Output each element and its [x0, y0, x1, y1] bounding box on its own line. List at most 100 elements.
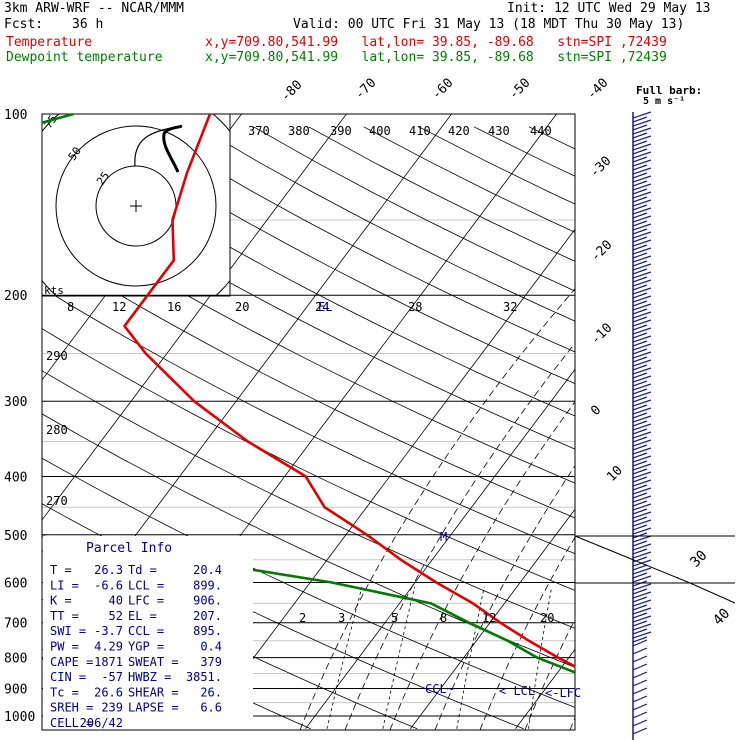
wind-barb-half: [632, 468, 648, 475]
wind-barb: [632, 271, 652, 279]
forecast-hour: 36 h: [72, 17, 104, 32]
parcel-info-key: LFC =: [128, 594, 164, 608]
wind-barb-half: [632, 404, 648, 411]
parcel-info-key: SREH =: [50, 701, 93, 715]
wind-barb: [632, 583, 652, 591]
hodograph-trace-high: [134, 125, 183, 167]
parcel-info-value: 40: [109, 594, 123, 608]
wind-barb: [632, 255, 652, 263]
wind-barb: [632, 631, 652, 639]
parcel-info-key: T =: [50, 563, 72, 577]
wind-barb: [632, 679, 648, 687]
wind-barb-half: [632, 260, 648, 267]
temperature-station-info: x,y=709.80,541.99 lat,lon= 39.85, -89.68…: [205, 35, 667, 50]
pressure-label: 1000: [4, 710, 35, 725]
wind-barb: [632, 375, 652, 383]
wind-barb: [632, 519, 652, 527]
pressure-label: 400: [4, 470, 27, 485]
wind-barb-half: [632, 172, 648, 179]
wind-barb: [632, 695, 648, 703]
parcel-info-title: Parcel Info: [86, 541, 172, 556]
isotherm-line: [42, 114, 348, 521]
isotherm-line: [410, 508, 575, 729]
pressure-label: 600: [4, 576, 27, 591]
wind-barb-half: [632, 340, 648, 347]
parcel-info-value: 26.: [200, 685, 222, 699]
wind-barb: [632, 511, 652, 519]
wind-barb-half: [632, 460, 648, 467]
isotherm-label: -80: [278, 78, 305, 105]
wind-barb: [632, 543, 652, 551]
wind-barb-half: [632, 164, 648, 171]
parcel-info-key: LAPSE =: [128, 701, 179, 715]
dewpoint-profile: [42, 114, 575, 674]
wind-barb: [632, 391, 652, 399]
wind-barb: [632, 663, 648, 671]
wind-barb: [632, 191, 652, 199]
pressure-label: 500: [4, 529, 27, 544]
wind-barb: [632, 343, 652, 351]
wind-barb-half: [632, 628, 648, 635]
el-marker: EL: [318, 300, 332, 314]
parcel-info-key: YGP =: [128, 640, 164, 654]
ccl-marker: CCL~: [425, 682, 454, 696]
wind-barb-half: [632, 412, 648, 419]
hodograph-unit-label: kts: [44, 284, 64, 297]
wind-barb: [632, 127, 652, 135]
mixing-ratio-label: 12: [482, 611, 496, 625]
wind-barb-half: [632, 588, 648, 595]
wind-barb: [632, 671, 648, 679]
m-marker: M: [440, 530, 447, 544]
wind-barb: [632, 183, 652, 191]
dry-adiabat: [42, 247, 575, 519]
wind-barb-half: [632, 284, 648, 291]
wind-barb: [632, 359, 652, 367]
wind-barb: [632, 119, 652, 127]
mixing-ratio-label: 3: [338, 611, 345, 625]
parcel-info-value: 206/42: [80, 716, 123, 730]
hodograph-ring-label: 25: [94, 169, 112, 187]
hodograph-speed-label: 8: [67, 300, 74, 314]
parcel-info-key: CIN =: [50, 670, 86, 684]
wind-barb: [632, 439, 652, 447]
dry-adiabat: [42, 132, 575, 417]
isotherm-label: -50: [506, 76, 533, 103]
wind-barb-half: [632, 508, 648, 515]
theta-e-label: 440: [530, 124, 552, 138]
hodograph-speed-label: 28: [408, 300, 422, 314]
dry-adiabat-label: 270: [46, 494, 68, 508]
parcel-info-value: 3851.: [186, 670, 222, 684]
parcel-info-value: 26.6: [94, 685, 123, 699]
isotherm-label: -40: [584, 76, 611, 103]
parcel-info-key: LCL =: [128, 578, 164, 592]
wind-barb: [632, 615, 652, 623]
wind-barb: [632, 599, 652, 607]
wind-barb: [632, 471, 652, 479]
wind-barb: [632, 327, 652, 335]
wind-barb: [632, 567, 652, 575]
wind-barb: [632, 551, 652, 559]
mixing-ratio-label: 20: [540, 611, 554, 625]
parcel-info-key: Tc =: [50, 685, 79, 699]
wind-barb-half: [632, 524, 648, 531]
wind-barb-half: [632, 452, 648, 459]
wind-barb: [632, 383, 652, 391]
theta-e-label: 390: [330, 124, 352, 138]
dry-adiabat: [42, 169, 575, 450]
wind-barb: [632, 207, 652, 215]
temperature-legend-label: Temperature: [6, 35, 93, 50]
dry-adiabat: [584, 127, 740, 729]
moist-adiabat: [434, 465, 575, 730]
mixing-ratio-line: [382, 586, 416, 729]
dewpoint-legend-label: Dewpoint temperature: [6, 50, 163, 65]
wind-barb: [632, 431, 652, 439]
mixing-ratio-line: [679, 587, 693, 729]
moist-adiabat: [344, 342, 575, 730]
wind-barb: [632, 455, 652, 463]
mixing-ratio-line: [456, 586, 485, 729]
wind-barb: [632, 239, 652, 247]
moist-adiabat: [389, 401, 575, 730]
theta-e-label: 420: [448, 124, 470, 138]
wind-barb-half: [632, 380, 648, 387]
